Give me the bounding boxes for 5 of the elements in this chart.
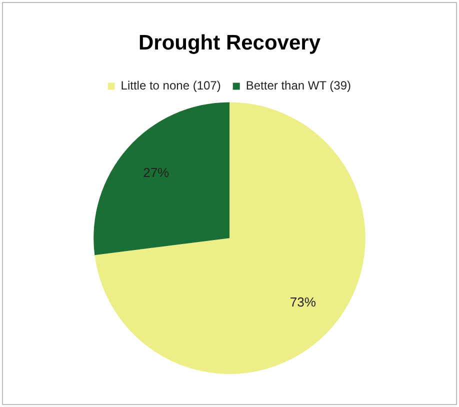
chart-title: Drought Recovery — [138, 31, 321, 54]
data-label: 27% — [143, 164, 170, 180]
legend-label: Better than WT (39) — [246, 78, 352, 93]
data-label: 73% — [290, 294, 316, 310]
legend-label: Little to none (107) — [120, 78, 221, 93]
